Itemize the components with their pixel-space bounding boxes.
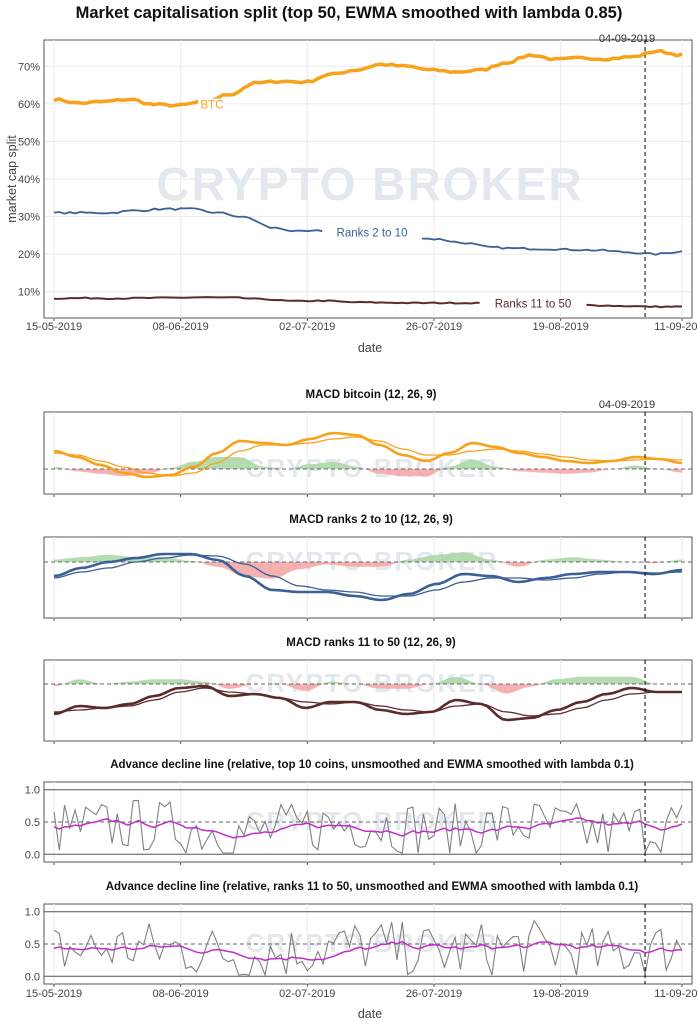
bottom-x-axis-label: date — [358, 1007, 382, 1021]
main-ytick-label: 20% — [18, 249, 40, 261]
adl-top-10-ytick-label: 0.5 — [25, 817, 40, 829]
main-ytick-label: 10% — [18, 287, 40, 299]
main-watermark: CRYPTO BROKER — [156, 158, 583, 210]
adl-ranks-11-to-50-title: Advance decline line (relative, ranks 11… — [106, 881, 639, 893]
macd-ranks-11-to-50-title: MACD ranks 11 to 50 (12, 26, 9) — [286, 637, 456, 649]
adl-top-10-unsmoothed-line — [53, 799, 683, 855]
bottom-xtick-label: 15-05-2019 — [26, 988, 82, 1000]
btc-series-label-bg — [198, 98, 226, 113]
bottom-xtick-label: 08-06-2019 — [153, 988, 209, 1000]
macd-bitcoin-macd-line — [53, 431, 683, 479]
macd-bitcoin-histogram-positive — [54, 457, 682, 469]
main-ytick-label: 50% — [18, 136, 40, 148]
main-x-axis-label: date — [358, 341, 382, 355]
main-frame — [43, 39, 693, 319]
adl-top-10-title: Advance decline line (relative, top 10 c… — [110, 759, 634, 771]
macd-ranks-11-to-50-signal-line — [53, 687, 682, 717]
adl-ranks-11-to-50-ytick-label: 1.0 — [25, 907, 40, 919]
main-ytick-label: 60% — [18, 99, 40, 111]
ranks-2-to-10-series-label: Ranks 2 to 10 — [337, 227, 408, 239]
bottom-xtick-label: 19-08-2019 — [532, 988, 588, 1000]
main-chart-title: Market capitalisation split (top 50, EWM… — [76, 4, 623, 22]
macd-ranks-2-to-10-signal-line — [53, 554, 683, 597]
main-marker-label: 04-09-2019 — [599, 33, 655, 45]
main-ytick-label: 70% — [18, 61, 40, 73]
macd-bitcoin-title: MACD bitcoin (12, 26, 9) — [306, 389, 437, 401]
adl-ranks-11-to-50-ewma-line — [53, 940, 683, 962]
macd-ranks-11-to-50-histogram-negative — [54, 684, 682, 694]
adl-ranks-11-to-50-ytick-label: 0.0 — [25, 971, 40, 983]
macd-bitcoin-frame — [43, 411, 693, 495]
main-xtick-label: 02-07-2019 — [279, 321, 335, 333]
macd-ranks-11-to-50-frame — [43, 659, 693, 742]
main-xtick-label: 26-07-2019 — [406, 321, 462, 333]
main-xtick-label: 11-09-2019 — [654, 321, 698, 333]
btc-series-line — [53, 48, 683, 108]
macd-ranks-2-to-10-histogram-negative — [54, 562, 682, 579]
bottom-xtick-label: 02-07-2019 — [279, 988, 335, 1000]
btc-series-label: BTC — [201, 100, 224, 112]
adl-top-10-ytick-label: 1.0 — [25, 785, 40, 797]
ranks-11-to-50-series-label-bg — [479, 297, 587, 312]
ranks-2-to-10-series-label-bg — [322, 226, 422, 241]
macd-ranks-2-to-10-macd-line — [53, 552, 683, 602]
macd-marker-label: 04-09-2019 — [599, 399, 655, 411]
main-xtick-label: 08-06-2019 — [153, 321, 209, 333]
adl-ranks-11-to-50-ytick-label: 0.5 — [25, 939, 40, 951]
ranks-11-to-50-series-line — [53, 296, 683, 309]
macd-bitcoin-histogram-negative — [54, 469, 682, 477]
adl-ranks-11-to-50-unsmoothed-line — [53, 919, 683, 977]
bottom-xtick-label: 26-07-2019 — [406, 988, 462, 1000]
adl-top-10-ytick-label: 0.0 — [25, 849, 40, 861]
macd-ranks-2-to-10-title: MACD ranks 2 to 10 (12, 26, 9) — [289, 514, 453, 526]
adl-ranks-11-to-50-watermark: CRYPTO BROKER — [246, 928, 499, 958]
macd-ranks-2-to-10-frame — [43, 536, 693, 619]
bottom-xtick-label: 11-09-2019 — [654, 988, 698, 1000]
macd-ranks-11-to-50-macd-line — [53, 684, 682, 722]
main-xtick-label: 19-08-2019 — [532, 321, 588, 333]
main-y-axis-label: market cap split — [5, 135, 19, 223]
macd-ranks-11-to-50-histogram-positive — [54, 676, 682, 684]
main-ytick-label: 40% — [18, 174, 40, 186]
adl-top-10-ewma-line — [53, 817, 683, 839]
main-xtick-label: 15-05-2019 — [26, 321, 82, 333]
main-ytick-label: 30% — [18, 212, 40, 224]
ranks-11-to-50-series-label: Ranks 11 to 50 — [495, 299, 572, 311]
